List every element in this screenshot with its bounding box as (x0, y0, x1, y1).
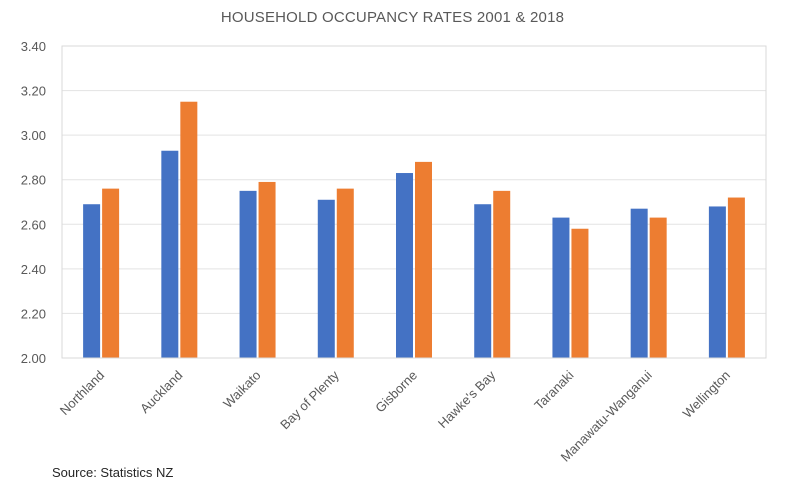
source-note: Source: Statistics NZ (52, 465, 174, 480)
y-tick-label: 2.20 (21, 306, 46, 321)
y-tick-label: 2.40 (21, 262, 46, 277)
x-tick-label: Gisborne (372, 368, 420, 416)
y-tick-label: 3.20 (21, 84, 46, 99)
x-axis-ticks: Northland Auckland Waikato Bay of Plenty Gis… (57, 367, 733, 464)
bar (415, 161, 432, 358)
bar (239, 190, 257, 358)
bar (83, 204, 101, 358)
y-tick-label: 2.80 (21, 173, 46, 188)
y-tick-label: 3.40 (21, 39, 46, 54)
x-tick-label: Auckland (137, 368, 185, 416)
bar (180, 101, 198, 358)
bar (630, 208, 648, 358)
bar (258, 181, 276, 358)
y-axis-ticks: 2.00 2.20 2.40 2.60 2.80 3.00 3.20 3.40 (21, 39, 46, 366)
x-tick-label: Northland (57, 368, 107, 418)
bar (102, 188, 120, 358)
chart-title: HOUSEHOLD OCCUPANCY RATES 2001 & 2018 (220, 9, 565, 26)
bar (474, 204, 492, 358)
bars (83, 101, 745, 358)
bar (493, 190, 511, 358)
x-tick-label: Wellington (680, 368, 733, 421)
x-tick-label: Taranaki (531, 367, 576, 412)
x-tick-label: Waikato (220, 368, 263, 411)
y-tick-label: 2.00 (21, 351, 46, 366)
x-tick-label: Bay of Plenty (277, 367, 342, 432)
y-tick-label: 3.00 (21, 128, 46, 143)
bar (571, 228, 589, 358)
y-tick-label: 2.60 (21, 217, 46, 232)
bar (161, 150, 179, 358)
bar (708, 206, 726, 358)
bar (396, 173, 413, 358)
bar (552, 217, 570, 358)
plot-frame (61, 45, 767, 359)
bar (317, 199, 335, 358)
bar (336, 188, 354, 358)
bar (727, 197, 745, 358)
x-tick-label: Hawke's Bay (435, 367, 499, 431)
bar (649, 217, 667, 358)
